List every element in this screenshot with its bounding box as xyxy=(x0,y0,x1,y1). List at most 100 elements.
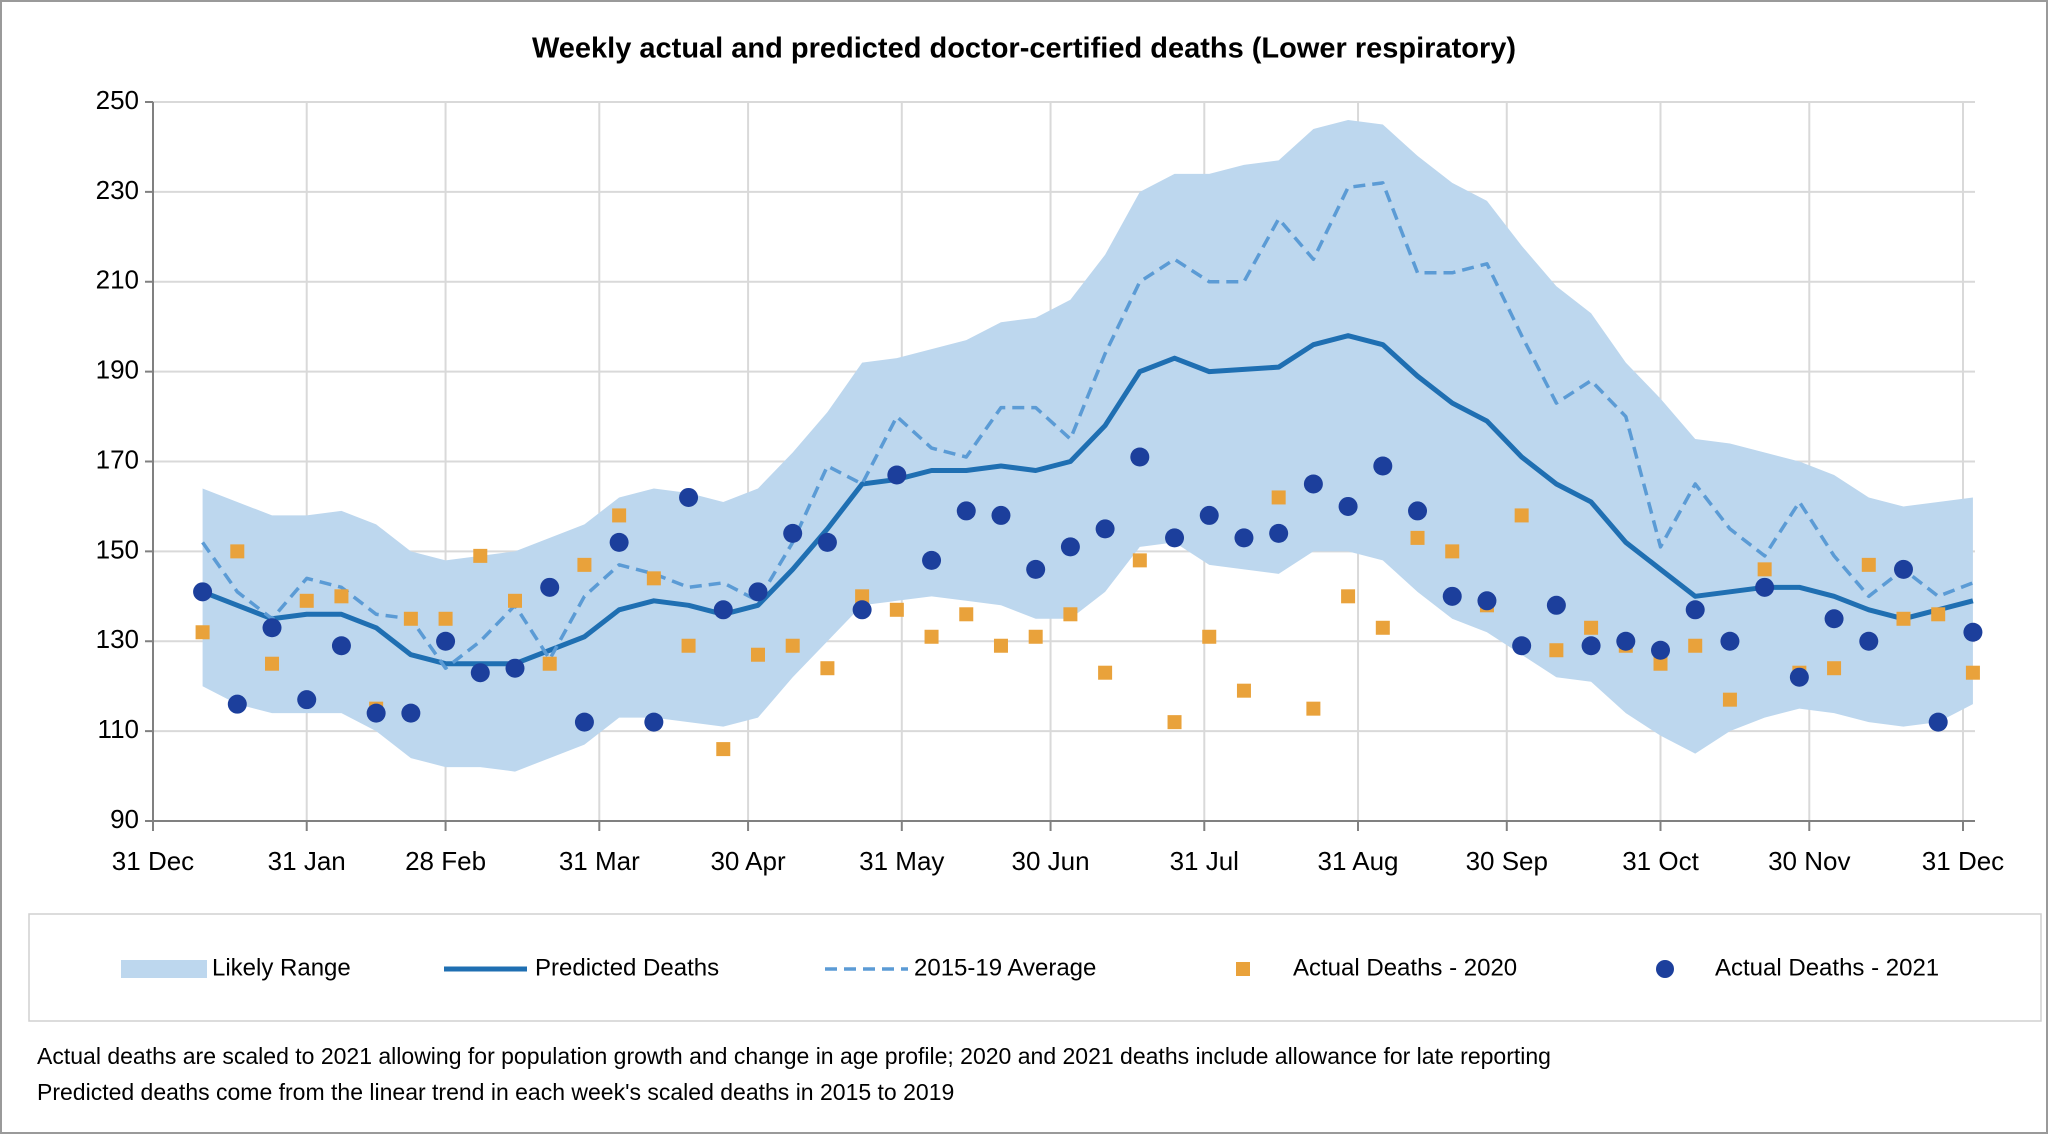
y-tick-label: 170 xyxy=(96,444,139,474)
marker-2020 xyxy=(1167,715,1182,730)
marker-2021 xyxy=(505,658,525,678)
marker-2021 xyxy=(1755,577,1775,597)
marker-2020 xyxy=(1375,620,1390,635)
legend-box xyxy=(28,913,2042,1022)
marker-2020 xyxy=(1722,692,1737,707)
note: Predicted deaths come from the linear tr… xyxy=(37,1079,954,1105)
marker-2021 xyxy=(1893,559,1913,579)
marker-2021 xyxy=(817,532,837,552)
marker-2020 xyxy=(1341,589,1356,604)
x-tick-label: 31 May xyxy=(859,846,944,876)
y-tick-label: 110 xyxy=(98,714,139,744)
marker-2020 xyxy=(1653,656,1668,671)
marker-2021 xyxy=(574,712,594,732)
marker-2020 xyxy=(508,593,522,608)
y-tick-label: 210 xyxy=(96,265,139,295)
marker-2021 xyxy=(1720,631,1740,651)
x-tick-label: 31 Jan xyxy=(268,846,346,876)
marker-2020 xyxy=(265,656,280,671)
y-tick-label: 130 xyxy=(96,624,139,654)
marker-2021 xyxy=(1199,505,1219,525)
x-tick-label: 31 Aug xyxy=(1318,846,1399,876)
marker-2021 xyxy=(644,712,664,732)
marker-2020 xyxy=(716,742,731,757)
marker-2021 xyxy=(1685,600,1705,620)
marker-2021 xyxy=(401,703,421,723)
marker-2021 xyxy=(783,523,803,543)
legend-label: Actual Deaths - 2020 xyxy=(1293,954,1517,981)
x-tick-label: 30 Jun xyxy=(1012,846,1090,876)
marker-2020 xyxy=(1236,683,1251,698)
marker-2021 xyxy=(1408,501,1428,521)
marker-2020 xyxy=(1688,638,1703,653)
marker-2021 xyxy=(331,636,351,656)
marker-2021 xyxy=(1060,537,1080,557)
marker-2021 xyxy=(1373,456,1393,476)
marker-2021 xyxy=(1130,447,1150,467)
marker-2020 xyxy=(1584,620,1599,635)
marker-2021 xyxy=(887,465,907,485)
marker-2020 xyxy=(542,656,557,671)
marker-2021 xyxy=(262,618,282,638)
marker-2021 xyxy=(470,663,490,683)
marker-2020 xyxy=(299,593,314,608)
marker-2020 xyxy=(1931,607,1946,622)
marker-2021 xyxy=(922,550,942,570)
marker-2020 xyxy=(195,625,210,640)
marker-2021 xyxy=(1026,559,1046,579)
marker-2021 xyxy=(1269,523,1289,543)
marker-2021 xyxy=(748,582,768,602)
marker-2020 xyxy=(681,638,696,653)
marker-2020 xyxy=(1827,661,1842,676)
marker-2021 xyxy=(1095,519,1115,539)
marker-2021 xyxy=(227,694,247,714)
legend-swatch xyxy=(1236,962,1250,976)
marker-2021 xyxy=(436,631,456,651)
marker-2021 xyxy=(991,505,1011,525)
marker-2021 xyxy=(1824,609,1844,629)
predicted-line xyxy=(201,333,1974,667)
legend-label: 2015-19 Average xyxy=(914,954,1096,981)
marker-2020 xyxy=(1549,643,1564,658)
marker-2021 xyxy=(1928,712,1948,732)
marker-2020 xyxy=(1514,508,1529,523)
marker-2020 xyxy=(993,638,1008,653)
x-tick-label: 30 Sep xyxy=(1466,846,1548,876)
y-tick-label: 90 xyxy=(110,804,139,834)
legend-swatch xyxy=(121,960,207,978)
marker-2021 xyxy=(1165,528,1185,548)
marker-2020 xyxy=(1063,607,1078,622)
marker-2020 xyxy=(1896,611,1911,626)
marker-2021 xyxy=(540,577,560,597)
x-tick-label: 31 Oct xyxy=(1622,846,1699,876)
marker-2020 xyxy=(230,544,245,559)
x-tick-label: 30 Apr xyxy=(710,846,786,876)
marker-2020 xyxy=(1098,665,1113,680)
marker-2020 xyxy=(473,548,488,563)
marker-2021 xyxy=(1859,631,1879,651)
marker-2021 xyxy=(1477,591,1497,611)
marker-2020 xyxy=(1965,665,1980,680)
marker-2021 xyxy=(956,501,976,521)
marker-2021 xyxy=(1546,595,1566,615)
marker-2021 xyxy=(713,600,733,620)
marker-2020 xyxy=(403,611,418,626)
marker-2021 xyxy=(679,487,699,507)
marker-2020 xyxy=(1410,530,1425,545)
marker-2021 xyxy=(193,582,213,602)
y-tick-label: 150 xyxy=(96,534,139,564)
y-tick-label: 190 xyxy=(96,355,139,385)
x-tick-label: 28 Feb xyxy=(405,846,486,876)
legend-label: Predicted Deaths xyxy=(535,954,719,981)
marker-2020 xyxy=(1861,557,1876,572)
marker-2021 xyxy=(1963,622,1983,642)
note: Actual deaths are scaled to 2021 allowin… xyxy=(37,1043,1551,1069)
marker-2020 xyxy=(646,571,661,586)
legend-label: Actual Deaths - 2021 xyxy=(1715,954,1939,981)
marker-2020 xyxy=(785,638,800,653)
marker-2021 xyxy=(1581,636,1601,656)
marker-2020 xyxy=(855,589,870,604)
legend-swatch xyxy=(1656,960,1674,978)
x-tick-label: 30 Nov xyxy=(1768,846,1850,876)
marker-2021 xyxy=(609,532,629,552)
